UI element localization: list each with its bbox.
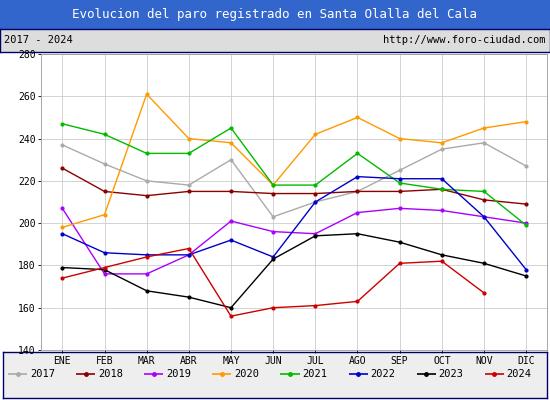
Text: 2018: 2018 (98, 369, 123, 379)
Text: 2023: 2023 (438, 369, 463, 379)
Text: 2022: 2022 (370, 369, 395, 379)
Text: Evolucion del paro registrado en Santa Olalla del Cala: Evolucion del paro registrado en Santa O… (73, 8, 477, 21)
Text: 2017: 2017 (30, 369, 55, 379)
Text: 2019: 2019 (166, 369, 191, 379)
Text: 2021: 2021 (302, 369, 327, 379)
Text: http://www.foro-ciudad.com: http://www.foro-ciudad.com (383, 35, 546, 45)
Text: 2017 - 2024: 2017 - 2024 (4, 35, 73, 45)
Text: 2020: 2020 (234, 369, 259, 379)
Text: 2024: 2024 (507, 369, 531, 379)
